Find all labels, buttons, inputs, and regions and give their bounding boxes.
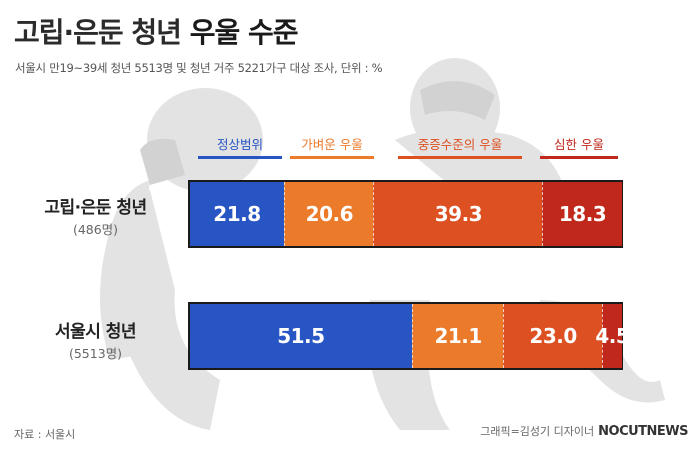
bar-seoul: 51.5 21.1 23.0 4.5 [188, 302, 630, 370]
bar-segment-severe: 18.3 [542, 182, 622, 246]
chart-title: 고립·은둔 청년 우울 수준 [14, 16, 298, 50]
legend-label-normal: 정상범위 [216, 137, 263, 152]
bar-segment-mild: 21.1 [411, 304, 504, 368]
data-label-severe: 18.3 [558, 202, 607, 226]
data-label-moderate: 23.0 [529, 324, 577, 348]
legend-line-severe [540, 156, 618, 159]
source-note: 자료 : 서울시 [14, 428, 76, 441]
legend-line-moderate [398, 156, 522, 159]
row-label-isolated: 고립·은둔 청년 (486명) [8, 193, 183, 238]
graphic-credit: 그래픽=김성기 디자이너 NOCUTNEWS [480, 423, 688, 439]
legend-normal: 정상범위 [198, 134, 282, 159]
row-label-seoul: 서울시 청년 (5513명) [8, 317, 183, 362]
legend-label-moderate: 중증수준의 우울 [417, 137, 503, 152]
data-label-severe: 4.5 [595, 324, 630, 348]
bar-segment-moderate: 23.0 [502, 304, 603, 368]
data-label-mild: 20.6 [305, 202, 354, 226]
row-name-isolated: 고립·은둔 청년 [44, 198, 147, 218]
row-count-isolated: (486명) [72, 222, 119, 237]
title-part-1: 고립·은둔 청년 [14, 16, 182, 49]
legend-label-severe: 심한 우울 [554, 137, 604, 152]
bar-segment-moderate: 39.3 [372, 182, 544, 246]
legend-label-mild: 가벼운 우울 [301, 137, 363, 152]
legend-line-normal [198, 156, 282, 159]
data-label-mild: 21.1 [434, 324, 482, 348]
legend-line-mild [290, 156, 374, 159]
row-name-seoul: 서울시 청년 [54, 322, 137, 342]
legend-moderate: 중증수준의 우울 [398, 134, 522, 159]
bar-segment-normal: 51.5 [190, 304, 412, 368]
credit-text: 그래픽=김성기 디자이너 [480, 425, 595, 438]
chart-subtitle: 서울시 만19~39세 청년 5513명 및 청년 거주 5221가구 대상 조… [15, 61, 383, 75]
bar-segment-severe: 4.5 [595, 304, 630, 368]
bar-segment-mild: 20.6 [283, 182, 374, 246]
bar-isolated: 21.8 20.6 39.3 18.3 [188, 180, 623, 248]
legend-mild: 가벼운 우울 [290, 134, 374, 159]
bar-segment-normal: 21.8 [190, 182, 284, 246]
title-part-2: 우울 수준 [189, 16, 299, 49]
news-logo: NOCUTNEWS [598, 424, 688, 439]
legend-severe: 심한 우울 [540, 134, 618, 159]
data-label-moderate: 39.3 [434, 202, 483, 226]
data-label-normal: 21.8 [213, 202, 261, 226]
data-label-normal: 51.5 [277, 324, 325, 348]
row-count-seoul: (5513명) [68, 346, 123, 361]
